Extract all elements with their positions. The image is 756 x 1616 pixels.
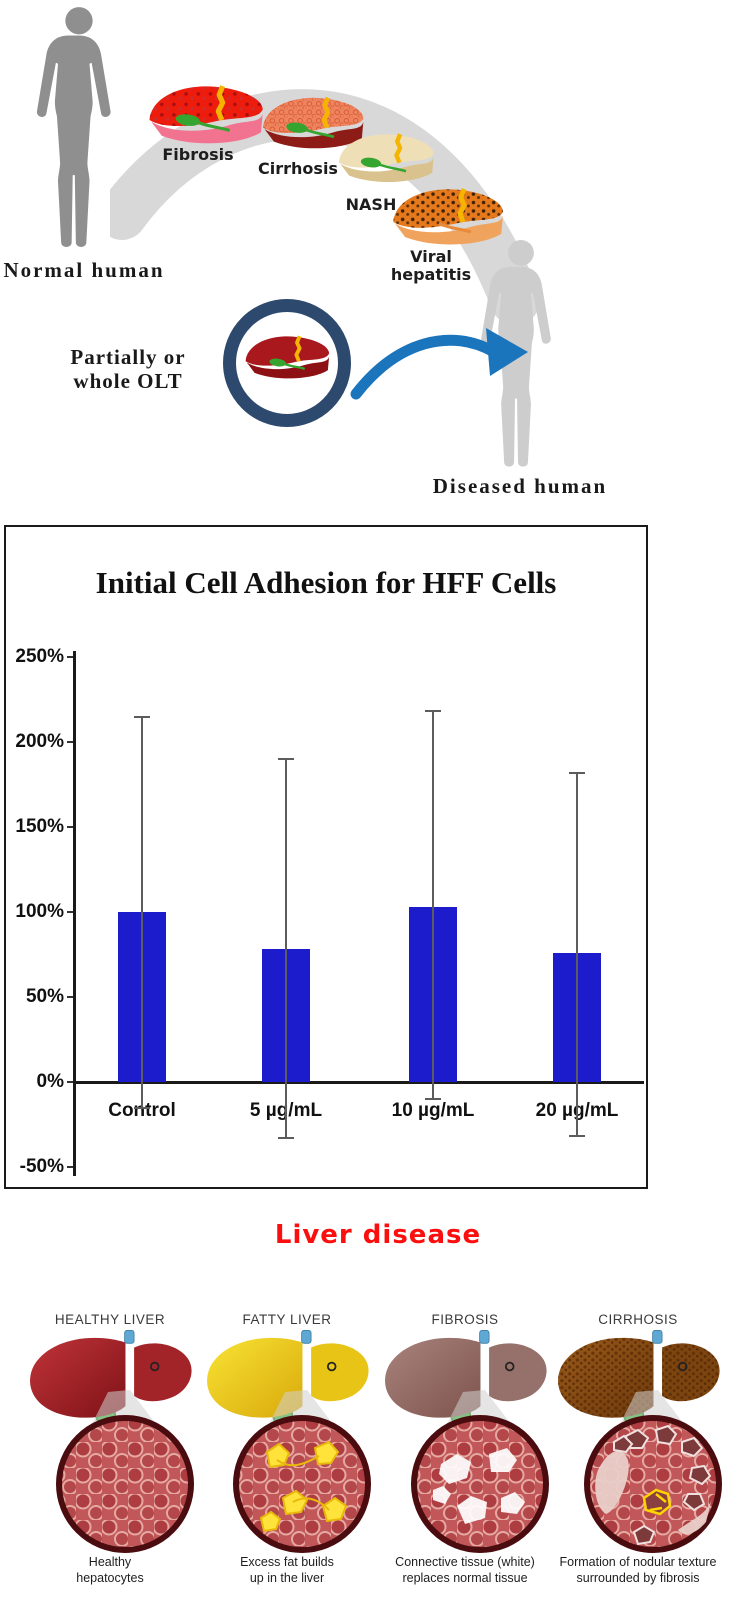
column-header: HEALTHY LIVER bbox=[54, 1312, 166, 1327]
liver-column-fatty: FATTY LIVER Excess fat builds up in the … bbox=[197, 1296, 377, 1616]
chart-title: Initial Cell Adhesion for HFF Cells bbox=[95, 565, 557, 600]
x-axis-category-label: 10 µg/mL bbox=[391, 1100, 475, 1121]
olt-label-line1: Partially or bbox=[70, 345, 186, 369]
column-caption: Excess fat builds up in the liver bbox=[187, 1554, 387, 1587]
liver-column-fibrosis: FIBROSIS Connective tissue (white) repla… bbox=[375, 1296, 555, 1616]
y-axis-tick-label: 0% bbox=[36, 1071, 64, 1092]
y-axis-tick-mark bbox=[67, 996, 73, 998]
y-axis-tick-label: 150% bbox=[15, 816, 64, 837]
x-axis-line bbox=[73, 1080, 644, 1084]
viral-hepatitis-liver-icon bbox=[393, 188, 503, 245]
y-axis-line bbox=[73, 651, 76, 1176]
column-header: FIBROSIS bbox=[431, 1312, 499, 1327]
error-bar-cap-top bbox=[134, 715, 150, 718]
nash-liver-icon bbox=[338, 133, 434, 183]
cirrhosis-tissue-inset bbox=[584, 1390, 722, 1553]
fibrosis-tissue-inset bbox=[411, 1390, 549, 1553]
y-axis-tick-label: 100% bbox=[15, 901, 64, 922]
olt-label-line2: whole OLT bbox=[73, 369, 183, 394]
olt-liver-icon bbox=[245, 335, 330, 379]
error-bar-cap-bottom bbox=[425, 1098, 441, 1100]
column-caption: Healthy hepatocytes bbox=[10, 1554, 210, 1587]
stage-label-viral-hepatitis: Viral hepatitis bbox=[390, 247, 472, 285]
x-axis-category-label: Control bbox=[108, 1100, 176, 1121]
normal-human-silhouette bbox=[36, 7, 111, 248]
fibrosis-liver-icon bbox=[149, 85, 263, 144]
cirrhosis-liver-icon-bottom bbox=[558, 1330, 720, 1428]
caption-line1: Connective tissue (white) bbox=[395, 1555, 535, 1569]
liver-disease-title: Liver disease bbox=[274, 1220, 482, 1250]
error-bar-cap-top bbox=[425, 710, 441, 713]
column-header: CIRRHOSIS bbox=[598, 1312, 678, 1327]
bar-chart-panel: Initial Cell Adhesion for HFF Cells 250%… bbox=[4, 525, 648, 1189]
liver-column-cirrhosis: CIRRHOSIS bbox=[548, 1296, 728, 1616]
y-axis-tick-mark bbox=[67, 911, 73, 913]
y-axis-tick-mark bbox=[67, 741, 73, 743]
error-bar-cap-bottom bbox=[569, 1135, 585, 1138]
error-bar-cap-top bbox=[278, 758, 294, 760]
y-axis-tick-label: 50% bbox=[25, 986, 64, 1007]
caption-line2: up in the liver bbox=[249, 1571, 325, 1586]
error-bar-cap-top bbox=[569, 771, 585, 774]
column-caption: Formation of nodular texture surrounded … bbox=[538, 1554, 738, 1587]
caption-line2: hepatocytes bbox=[76, 1571, 144, 1586]
caption-line1: Healthy bbox=[88, 1555, 132, 1569]
y-axis-tick-label: 250% bbox=[15, 646, 64, 667]
caption-line1: Formation of nodular texture bbox=[559, 1555, 717, 1569]
stage-label-cirrhosis: Cirrhosis bbox=[258, 159, 338, 178]
y-axis-tick-label: -50% bbox=[19, 1156, 64, 1177]
liver-column-healthy: HEALTHY LIVER Healthy hepatocytes bbox=[20, 1296, 200, 1616]
stage-label-fibrosis: Fibrosis bbox=[162, 145, 234, 164]
cirrhosis-liver-icon bbox=[263, 96, 364, 149]
caption-line2: replaces normal tissue bbox=[402, 1571, 528, 1586]
error-bar-cap-bottom bbox=[278, 1137, 294, 1140]
error-bar bbox=[141, 716, 143, 1108]
error-bar bbox=[285, 759, 287, 1139]
healthy-tissue-inset bbox=[56, 1390, 194, 1553]
column-caption: Connective tissue (white) replaces norma… bbox=[365, 1554, 565, 1587]
stage-label-nash: NASH bbox=[345, 195, 397, 214]
chart-plot-area: 250% 200% 150% 100% 50% 0% -50% Control 5 µg/mL 1… bbox=[6, 527, 646, 1187]
column-header: FATTY LIVER bbox=[242, 1312, 332, 1327]
y-axis-tick-mark bbox=[67, 656, 73, 658]
caption-line1: Excess fat builds bbox=[240, 1555, 334, 1569]
y-axis-tick-mark bbox=[67, 826, 73, 828]
caption-line2: surrounded by fibrosis bbox=[576, 1571, 700, 1586]
diseased-human-label: Diseased human bbox=[432, 474, 608, 498]
olt-label: Partially or whole OLT bbox=[48, 345, 208, 393]
y-axis-tick-label: 200% bbox=[15, 731, 64, 752]
diseased-human-silhouette bbox=[481, 239, 551, 467]
error-bar-cap-bottom bbox=[134, 1106, 150, 1109]
normal-human-label: Normal human bbox=[3, 258, 165, 282]
error-bar bbox=[576, 772, 578, 1137]
transplant-arrow-icon bbox=[350, 328, 528, 400]
error-bar bbox=[432, 711, 434, 1099]
fatty-tissue-inset bbox=[233, 1390, 371, 1553]
y-axis-tick-mark bbox=[67, 1081, 73, 1083]
y-axis-tick-mark bbox=[67, 1166, 73, 1168]
disease-progression-diagram: Normal human Fibrosis Cirrhosis bbox=[0, 0, 756, 505]
